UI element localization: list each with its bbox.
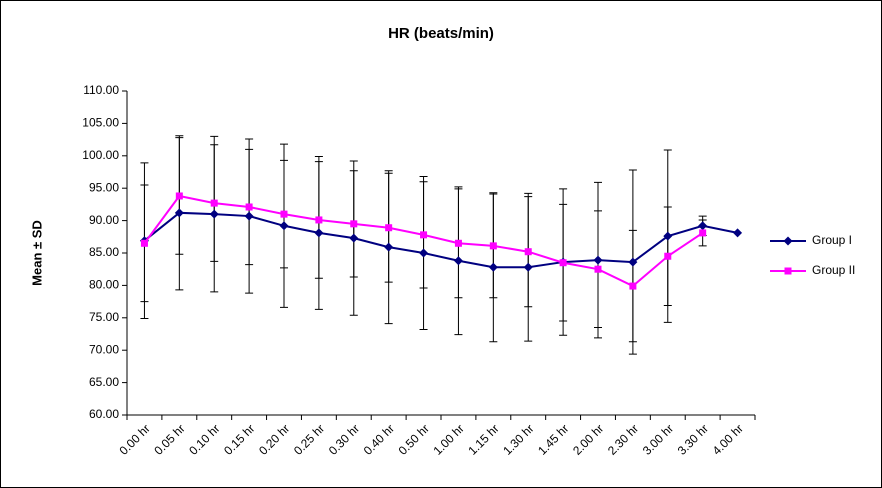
point [140,239,148,247]
legend-marker [784,267,792,275]
point [174,208,184,218]
point [628,257,638,267]
point [385,224,393,232]
legend-label: Group II [812,263,855,277]
point [733,228,743,238]
series-line [143,211,738,269]
point [664,252,672,260]
legend-label: Group I [812,233,852,247]
point [524,248,532,256]
point [523,262,533,272]
point [489,242,497,250]
point [384,242,394,252]
point [279,221,289,231]
point [349,233,359,243]
y-axis-title: Mean ± SD [29,220,44,286]
y-tick-label: 60.00 [89,407,119,421]
y-tick-label: 75.00 [89,310,119,324]
point [244,211,254,221]
y-tick-label: 85.00 [89,245,119,259]
point [314,228,324,238]
point [699,229,707,237]
point [280,210,288,218]
y-tick-label: 80.00 [89,278,119,292]
point [245,203,253,211]
y-tick-label: 110.00 [83,83,119,97]
point [593,255,603,265]
y-tick-label: 100.00 [82,148,119,162]
point [175,192,183,200]
y-tick-label: 95.00 [89,180,119,194]
y-tick-label: 70.00 [89,342,119,356]
point [454,239,462,247]
point [698,221,708,231]
point [210,199,218,207]
y-tick-label: 90.00 [89,213,119,227]
point [420,231,428,239]
point [315,216,323,224]
point [209,209,219,219]
legend-marker [783,236,793,246]
y-tick-label: 65.00 [89,375,119,389]
y-tick-label: 105.00 [82,116,119,130]
point [419,248,429,258]
point [350,220,358,228]
point [559,259,567,267]
point [488,262,498,272]
chart-title: HR (beats/min) [388,25,494,42]
point [629,282,637,290]
point [663,231,673,241]
point [594,265,602,273]
point [453,256,463,266]
